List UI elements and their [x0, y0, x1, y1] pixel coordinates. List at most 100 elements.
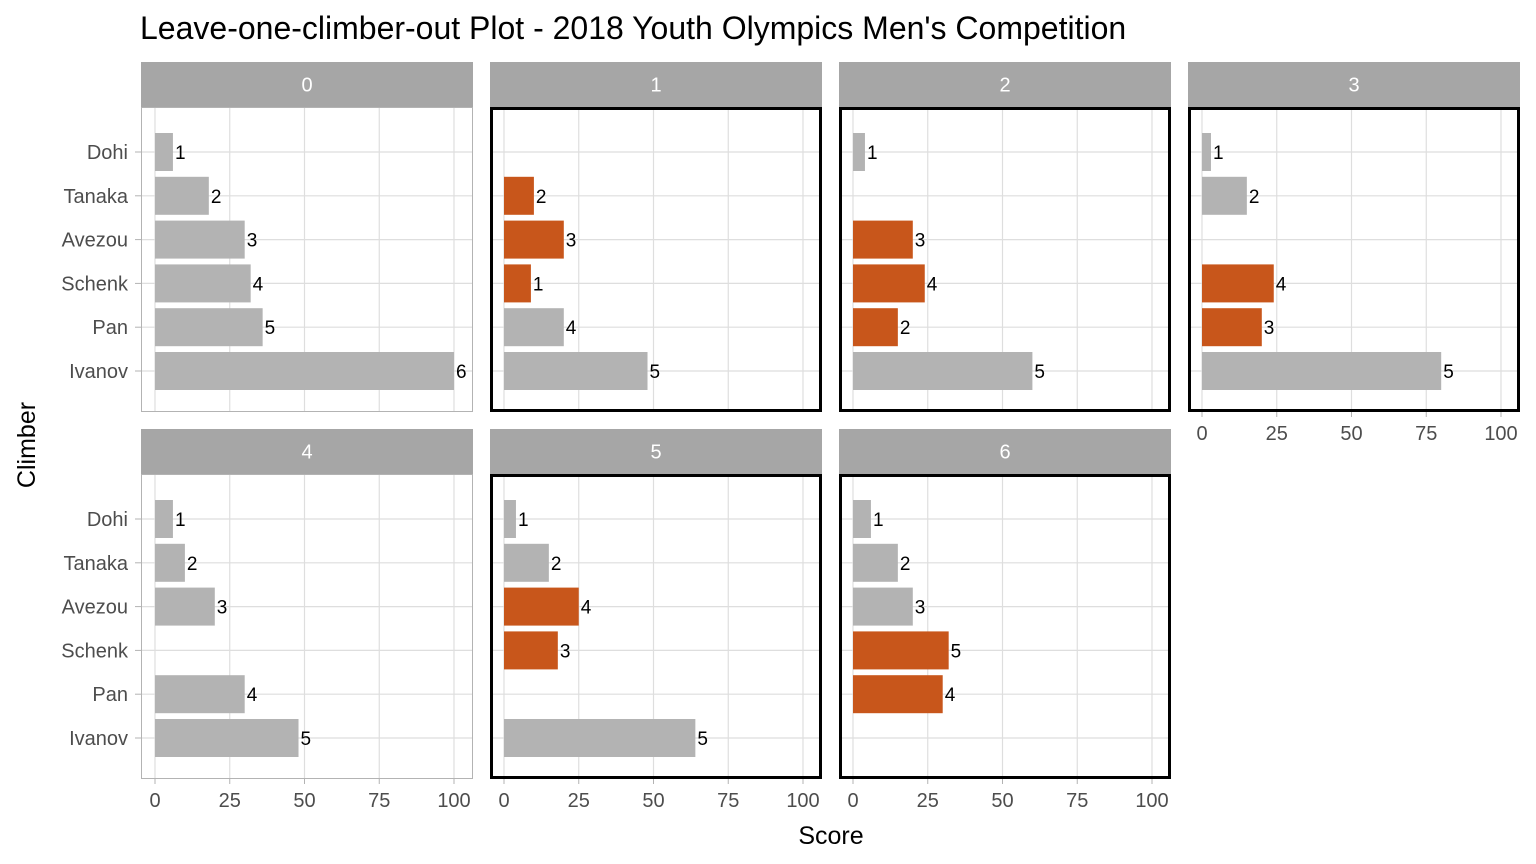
- y-tick-label: Dohi: [87, 142, 128, 164]
- bar-label: 3: [1264, 318, 1275, 339]
- bar-label: 4: [1276, 274, 1287, 295]
- facet-strip-label: 1: [650, 75, 661, 97]
- bar-avezou: [504, 587, 579, 626]
- bar-tanaka: [1202, 176, 1247, 215]
- bar-label: 5: [697, 729, 708, 750]
- facet-strip: [490, 429, 822, 474]
- panels: 0123456DohiTanakaAvezouSchenkPanIvanov12…: [61, 62, 1520, 812]
- facet-panel-0: 0 1 2 3 4 5 6 Dohi Tanaka Avezou Schenk Pan Ivanov: [61, 62, 473, 412]
- bar-label: 1: [518, 510, 529, 531]
- bar-label: 4: [247, 685, 258, 706]
- bar-label: 1: [175, 143, 186, 164]
- bar-label: 5: [301, 729, 312, 750]
- y-tick-label: Pan: [92, 317, 128, 339]
- bar-tanaka: [504, 176, 534, 215]
- panel-highlight-border: [490, 474, 822, 779]
- bar-label: 6: [456, 362, 467, 383]
- facet-strip: [1188, 62, 1520, 107]
- y-tick-label: Pan: [92, 684, 128, 706]
- bar-pan: [1202, 308, 1262, 347]
- x-tick-label: 75: [368, 790, 390, 812]
- chart-title: Leave-one-climber-out Plot - 2018 Youth …: [140, 10, 1126, 46]
- x-tick-label: 0: [498, 790, 509, 812]
- x-tick-label: 50: [1340, 423, 1362, 445]
- x-tick-label: 100: [1135, 790, 1168, 812]
- bar-pan: [155, 675, 245, 714]
- bar-ivanov: [155, 719, 299, 757]
- x-tick-label: 75: [1066, 790, 1088, 812]
- facet-strip: [141, 429, 473, 474]
- bar-avezou: [155, 220, 245, 259]
- x-tick-label: 100: [1484, 423, 1517, 445]
- facet-panel-4: 4 1 2 3 4 5 Dohi Tanaka Avezou Schenk Pan Ivanov 0 25…: [61, 429, 473, 812]
- bar-label: 5: [1034, 362, 1045, 383]
- bar-label: 2: [900, 554, 911, 575]
- bar-tanaka: [853, 543, 898, 582]
- panel-highlight-border: [839, 107, 1171, 412]
- x-tick-label: 75: [717, 790, 739, 812]
- y-tick-label: Avezou: [62, 230, 128, 252]
- y-tick-label: Schenk: [61, 273, 129, 295]
- bar-label: 1: [533, 274, 544, 295]
- bar-ivanov: [155, 352, 454, 390]
- bar-label: 3: [217, 598, 228, 619]
- bar-label: 1: [1213, 143, 1224, 164]
- facet-strip-label: 5: [650, 442, 661, 464]
- bar-label: 4: [927, 274, 938, 295]
- bar-avezou: [853, 220, 913, 259]
- bar-schenk: [504, 631, 558, 670]
- bar-ivanov: [504, 719, 696, 757]
- bar-label: 2: [211, 187, 222, 208]
- bar-dohi: [504, 500, 516, 538]
- bar-label: 3: [560, 641, 571, 662]
- bar-label: 1: [873, 510, 884, 531]
- bar-label: 4: [566, 318, 577, 339]
- facet-strip-label: 4: [301, 442, 312, 464]
- x-tick-label: 25: [1266, 423, 1288, 445]
- y-tick-label: Ivanov: [69, 361, 128, 383]
- facet-strip: [839, 429, 1171, 474]
- bar-tanaka: [155, 543, 185, 582]
- bar-label: 5: [1443, 362, 1454, 383]
- bar-label: 2: [551, 554, 562, 575]
- bar-tanaka: [504, 543, 549, 582]
- x-tick-label: 0: [847, 790, 858, 812]
- panel-highlight-border: [490, 107, 822, 412]
- bar-schenk: [853, 631, 949, 670]
- bar-schenk: [155, 264, 251, 303]
- x-tick-label: 50: [991, 790, 1013, 812]
- bar-ivanov: [853, 352, 1033, 390]
- bar-dohi: [853, 500, 871, 538]
- bar-label: 1: [175, 510, 186, 531]
- bar-pan: [853, 308, 898, 347]
- facet-strip: [490, 62, 822, 107]
- facet-strip-label: 2: [999, 75, 1010, 97]
- x-tick-label: 100: [786, 790, 819, 812]
- bar-ivanov: [504, 352, 648, 390]
- y-tick-label: Dohi: [87, 509, 128, 531]
- bar-tanaka: [155, 176, 209, 215]
- x-tick-label: 25: [568, 790, 590, 812]
- x-tick-label: 100: [437, 790, 470, 812]
- bar-pan: [155, 308, 263, 347]
- bar-dohi: [1202, 133, 1211, 171]
- y-tick-label: Avezou: [62, 597, 128, 619]
- bar-label: 3: [566, 231, 577, 252]
- x-tick-label: 50: [293, 790, 315, 812]
- bar-label: 2: [536, 187, 547, 208]
- bar-dohi: [155, 500, 173, 538]
- panel-border: [141, 107, 473, 412]
- bar-label: 3: [915, 598, 926, 619]
- bar-label: 1: [867, 143, 878, 164]
- y-axis-title: Climber: [13, 402, 41, 488]
- facet-strip: [839, 62, 1171, 107]
- bar-avezou: [504, 220, 564, 259]
- bar-label: 2: [187, 554, 198, 575]
- bar-label: 4: [253, 274, 264, 295]
- bar-label: 5: [951, 641, 962, 662]
- bar-dohi: [853, 133, 865, 171]
- bar-pan: [853, 675, 943, 714]
- bar-schenk: [504, 264, 531, 303]
